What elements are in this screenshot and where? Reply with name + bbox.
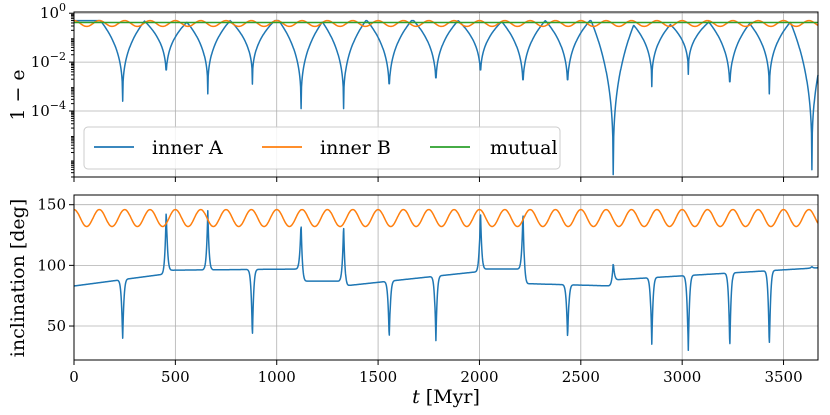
bottom-y-axis-label: inclination [deg]: [7, 199, 29, 358]
bottom-axes-frame: [73, 194, 819, 361]
tick-base: 10: [31, 53, 50, 71]
x-tick-label: 0: [69, 368, 79, 386]
bottom-series-inner-b-line: [73, 208, 819, 228]
x-axis-label: t [Myr]: [412, 386, 480, 408]
bottom-series-inner-a-line: [73, 210, 819, 352]
x-tick-label: 3000: [663, 368, 701, 386]
legend-label-inner-a: inner A: [152, 137, 223, 159]
x-axis-label-variable: t: [412, 386, 420, 408]
legend-box: [83, 126, 561, 170]
bottom-y-tick-label: 50: [47, 317, 66, 335]
x-tick-label: 1500: [359, 368, 397, 386]
tick-exponent: −4: [50, 99, 66, 112]
x-tick-label: 3500: [764, 368, 802, 386]
top-series-inner-b-line: [73, 19, 819, 28]
x-tick-label: 500: [161, 368, 190, 386]
tick-base: 10: [40, 4, 59, 22]
top-y-tick-label: 10−4: [31, 99, 66, 120]
bottom-panel: 0 500 1000 1500 2000 2500 3000 3500 50 100 150: [37, 194, 819, 386]
bottom-y-tick-label: 100: [37, 256, 66, 274]
top-series-inner-a-line: [73, 19, 819, 176]
legend-label-mutual: mutual: [490, 137, 558, 159]
x-axis-label-unit: [Myr]: [420, 386, 480, 408]
legend-label-inner-b: inner B: [320, 137, 391, 159]
x-tick-label: 2000: [460, 368, 498, 386]
x-tick-label: 2500: [562, 368, 600, 386]
legend: inner A inner B mutual: [83, 126, 561, 170]
tick-exponent: −2: [50, 50, 66, 63]
top-y-tick-label: 100: [40, 1, 66, 22]
top-axes-frame: [73, 11, 819, 178]
bottom-y-tick-label: 150: [37, 196, 66, 214]
x-tick-label: 1000: [258, 368, 296, 386]
tick-exponent: 0: [59, 1, 66, 14]
top-y-axis-label: 1 − e: [7, 69, 29, 120]
tick-base: 10: [31, 102, 50, 120]
top-y-tick-label: 10−2: [31, 50, 66, 71]
